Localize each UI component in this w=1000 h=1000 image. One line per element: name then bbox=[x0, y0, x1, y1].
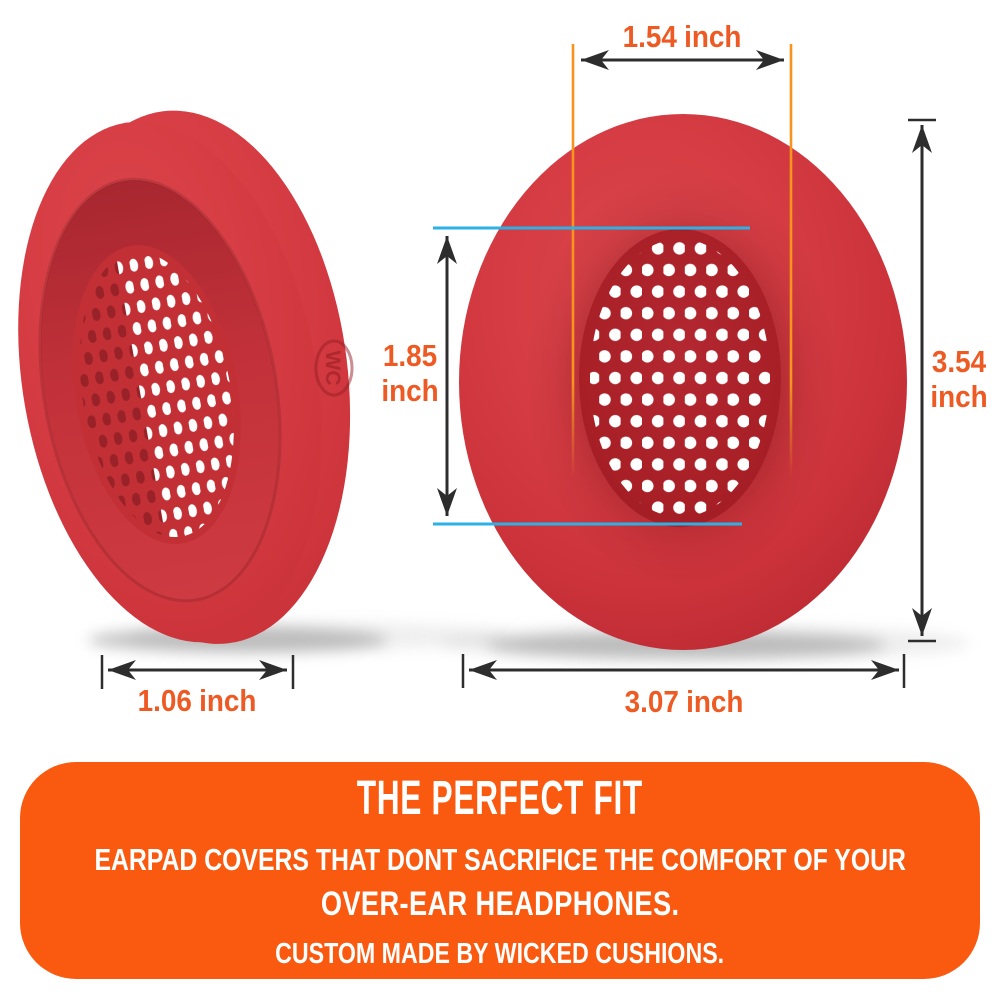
inner-width-measure bbox=[571, 44, 793, 478]
inner-width-unit: inch bbox=[684, 19, 742, 54]
outer-width-unit: inch bbox=[686, 684, 744, 719]
inner-width-label: 1.54 inch bbox=[623, 19, 742, 54]
banner-title-row: THE PERFECT FIT bbox=[283, 771, 717, 826]
banner-title: THE PERFECT FIT bbox=[356, 771, 644, 825]
banner-line3-row: CUSTOM MADE BY WICKED CUSHIONS. bbox=[219, 938, 780, 971]
outer-height-measure bbox=[908, 118, 936, 643]
wicked-cushions-logo: WC bbox=[314, 339, 354, 397]
side-depth-measure bbox=[100, 655, 295, 689]
banner-line2-row: OVER-EAR HEADPHONES. bbox=[276, 885, 724, 924]
outer-width-label: 3.07 inch bbox=[625, 684, 744, 719]
inner-height-measure bbox=[433, 226, 750, 526]
inner-height-label: 1.85 inch bbox=[381, 338, 438, 408]
inner-width-value: 1.54 bbox=[622, 19, 677, 54]
outer-height-label: 3.54 inch bbox=[930, 344, 987, 414]
outer-height-unit: inch bbox=[930, 379, 988, 414]
banner-line3: CUSTOM MADE BY WICKED CUSHIONS. bbox=[275, 937, 725, 970]
logo-oval bbox=[314, 339, 354, 397]
right-earpad-hole-dots bbox=[590, 239, 770, 517]
inner-height-value: 1.85 bbox=[382, 338, 438, 373]
inner-height-unit: inch bbox=[381, 373, 439, 408]
left-earpad-side-view: WC bbox=[18, 110, 510, 653]
left-earpad-crease bbox=[38, 177, 282, 603]
banner-line1: EARPAD COVERS THAT DONT SACRIFICE THE CO… bbox=[94, 841, 906, 877]
banner-line1-row: EARPAD COVERS THAT DONT SACRIFICE THE CO… bbox=[0, 842, 1000, 878]
side-depth-value: 1.06 bbox=[137, 683, 192, 718]
side-depth-unit: inch bbox=[199, 683, 257, 718]
info-banner: THE PERFECT FIT EARPAD COVERS THAT DONT … bbox=[20, 762, 980, 979]
logo-text: WC bbox=[321, 351, 344, 386]
outer-height-value: 3.54 bbox=[931, 344, 987, 379]
right-earpad-front-view bbox=[440, 114, 970, 661]
side-depth-label: 1.06 inch bbox=[138, 683, 257, 718]
banner-line2: OVER-EAR HEADPHONES. bbox=[320, 884, 680, 923]
outer-width-measure bbox=[461, 654, 906, 688]
outer-width-value: 3.07 bbox=[624, 684, 679, 719]
